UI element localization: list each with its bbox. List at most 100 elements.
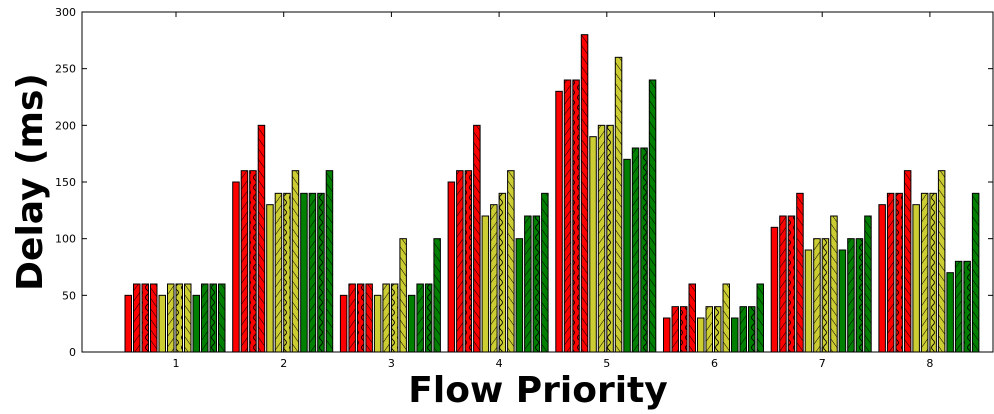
bar-6-5: [697, 317, 705, 353]
bar-1-1: [124, 294, 132, 353]
bar-7-5: [804, 249, 813, 353]
bar-hatch-5-3: [572, 80, 580, 352]
bar-3-1: [339, 294, 348, 353]
bar-7-9: [838, 249, 847, 353]
y-tick-label: 300: [55, 6, 76, 19]
x-axis-title: Flow Priority: [408, 370, 667, 411]
bar-6-9: [731, 317, 739, 353]
bars-layer: [124, 34, 980, 353]
bar-hatch-8-7: [929, 193, 937, 352]
bar-hatch-5-8: [615, 57, 622, 352]
bar-hatch-1-6: [167, 284, 174, 352]
bar-hatch-4-10: [524, 216, 532, 352]
bar-hatch-1-8: [184, 284, 191, 352]
y-tick-label: 250: [55, 63, 76, 76]
bar-hatch-4-3: [465, 170, 472, 352]
y-axis: 0 50 100 150 200 250 300: [55, 6, 993, 359]
bar-hatch-3-3: [357, 284, 364, 352]
bar-hatch-7-8: [830, 216, 838, 352]
bar-hatch-7-2: [779, 216, 787, 352]
bar-hatch-8-12: [972, 193, 979, 352]
bar-hatch-2-10: [309, 193, 316, 352]
bar-hatch-1-2: [133, 284, 140, 352]
y-tick-label: 200: [55, 119, 76, 132]
y-tick-label: 100: [55, 233, 76, 246]
bar-hatch-6-10: [740, 306, 747, 352]
bar-3-9: [407, 294, 416, 353]
bar-7-1: [770, 226, 779, 353]
bar-hatch-2-4: [258, 125, 265, 352]
bar-hatch-2-2: [241, 170, 248, 352]
bar-hatch-5-2: [564, 80, 571, 352]
bar-hatch-1-11: [210, 284, 217, 352]
x-tick-label: 1: [173, 357, 180, 370]
bar-hatch-3-8: [399, 238, 407, 352]
bar-hatch-6-7: [714, 306, 721, 352]
bar-hatch-6-2: [672, 306, 679, 352]
bar-hatch-4-2: [456, 170, 464, 352]
bar-hatch-6-6: [706, 306, 713, 352]
bar-hatch-4-11: [533, 216, 540, 352]
bar-hatch-2-11: [317, 193, 325, 352]
bar-hatch-8-11: [963, 261, 971, 352]
x-tick-label: 6: [711, 357, 718, 370]
bar-hatch-8-2: [887, 193, 894, 352]
bar-hatch-8-3: [895, 193, 903, 352]
bar-hatch-3-6: [382, 284, 390, 352]
bar-hatch-1-7: [176, 284, 183, 352]
bar-5-9: [623, 158, 631, 353]
bar-4-9: [515, 238, 524, 353]
bar-hatch-7-12: [864, 216, 872, 352]
bar-hatch-1-4: [150, 284, 157, 352]
bar-hatch-7-4: [796, 193, 804, 352]
bar-hatch-6-3: [680, 306, 687, 352]
bar-hatch-8-8: [938, 170, 945, 352]
bar-hatch-6-12: [757, 284, 764, 352]
bar-hatch-7-11: [856, 238, 863, 352]
bar-hatch-2-3: [249, 170, 257, 352]
bar-hatch-4-12: [541, 193, 549, 352]
bar-hatch-3-4: [365, 284, 373, 352]
bar-hatch-8-4: [904, 170, 911, 352]
bar-hatch-8-6: [921, 193, 928, 352]
x-tick-label: 8: [926, 357, 933, 370]
x-tick-label: 3: [388, 357, 395, 370]
y-axis-title: Delay (ms): [10, 73, 51, 291]
bar-hatch-4-4: [473, 125, 481, 352]
bar-2-1: [232, 181, 240, 353]
bar-hatch-5-10: [632, 148, 639, 352]
bar-8-9: [946, 272, 954, 353]
bar-hatch-7-6: [813, 238, 821, 352]
bar-hatch-5-12: [649, 80, 656, 352]
bar-hatch-5-7: [606, 125, 614, 352]
bar-hatch-4-7: [499, 193, 506, 352]
bar-hatch-4-8: [507, 170, 515, 352]
bar-hatch-6-8: [723, 284, 730, 352]
x-tick-label: 4: [496, 357, 503, 370]
bar-hatch-3-11: [425, 284, 432, 352]
bar-hatch-2-8: [292, 170, 299, 352]
x-tick-label: 5: [603, 357, 610, 370]
x-tick-label: 2: [280, 357, 287, 370]
bar-hatch-2-6: [275, 193, 282, 352]
bar-hatch-5-4: [581, 34, 588, 353]
y-tick-label: 150: [55, 176, 76, 189]
bar-hatch-7-10: [847, 238, 855, 352]
bar-8-1: [878, 204, 886, 353]
bar-hatch-6-4: [689, 284, 696, 352]
bar-4-5: [481, 215, 490, 353]
x-axis: 1 2 3 4 5 6 7 8: [173, 12, 933, 370]
bar-hatch-4-6: [490, 204, 498, 352]
bar-5-5: [589, 136, 597, 353]
bar-hatch-6-11: [748, 306, 755, 352]
bar-2-9: [300, 192, 308, 353]
bar-hatch-2-12: [326, 170, 333, 352]
bar-hatch-8-10: [955, 261, 962, 352]
bar-hatch-3-12: [433, 238, 441, 352]
bar-2-5: [266, 204, 274, 353]
bar-hatch-2-7: [283, 193, 291, 352]
bar-5-1: [555, 90, 563, 353]
bar-hatch-7-7: [822, 238, 829, 352]
bar-3-5: [373, 294, 382, 353]
